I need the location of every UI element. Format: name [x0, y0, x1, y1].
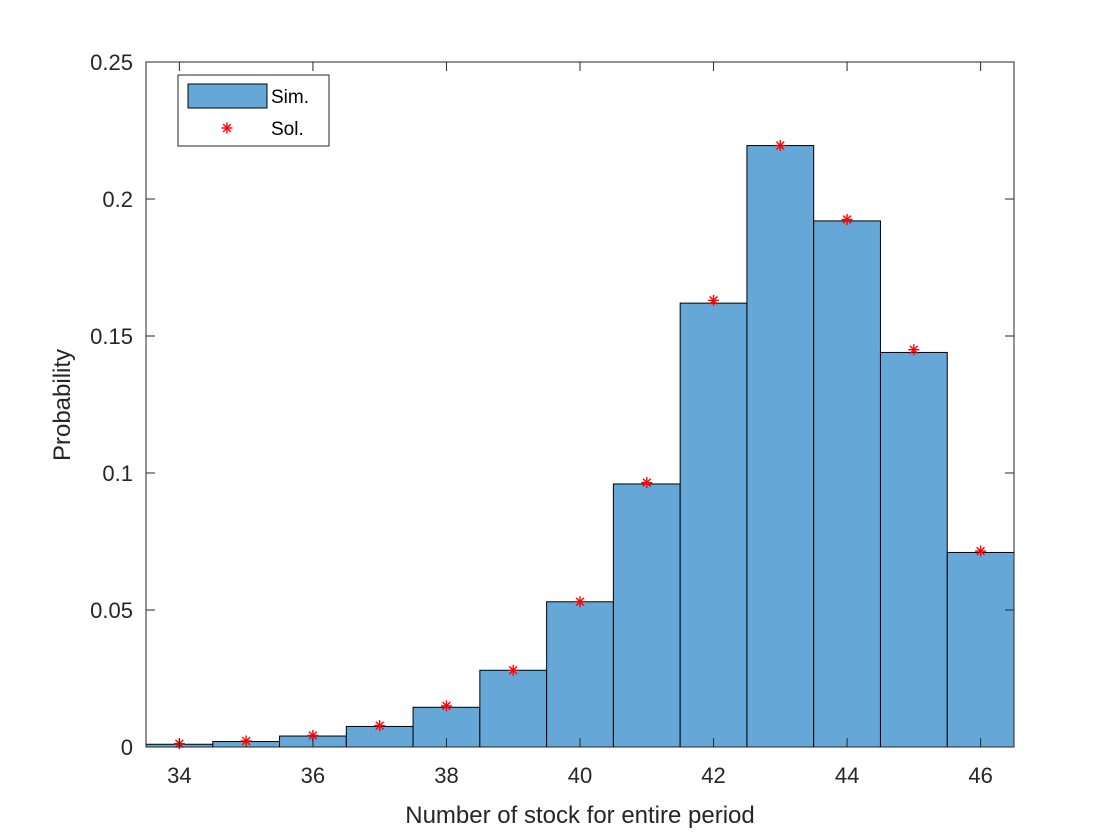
x-tick-label-34: 34: [167, 763, 191, 788]
marker-45: [908, 344, 920, 356]
y-tick-label-0.05: 0.05: [90, 598, 133, 623]
marker-39: [507, 664, 519, 676]
x-tick-label-40: 40: [568, 763, 592, 788]
marker-38: [440, 700, 452, 712]
x-tick-label-38: 38: [434, 763, 458, 788]
legend-label-sim: Sim.: [271, 87, 309, 108]
bar-46: [946, 551, 1015, 748]
x-tick-label-44: 44: [835, 763, 859, 788]
legend-asterisk-sol: [221, 122, 233, 134]
bar-43: [746, 145, 815, 748]
x-tick-label-42: 42: [701, 763, 725, 788]
legend-swatch-sim: [187, 83, 268, 109]
marker-37: [374, 720, 386, 732]
marker-41: [641, 477, 653, 489]
y-tick-label-0.1: 0.1: [102, 461, 133, 486]
y-tick-label-0.2: 0.2: [102, 187, 133, 212]
ticks-layer: 34 36 38 40 42 44 46 0 0.05 0.1 0.15 0.2 0.25: [90, 50, 1014, 788]
marker-42: [708, 294, 720, 306]
y-tick-label-0.25: 0.25: [90, 50, 133, 75]
bar-41: [612, 483, 681, 748]
x-tick-label-36: 36: [301, 763, 325, 788]
marker-43: [774, 140, 786, 152]
y-tick-label-0.15: 0.15: [90, 324, 133, 349]
marker-35: [240, 735, 252, 747]
y-axis-label: Probability: [49, 349, 76, 461]
marker-44: [841, 214, 853, 226]
bar-39: [479, 669, 548, 748]
x-axis-label: Number of stock for entire period: [405, 802, 755, 829]
legend: Sim. Sol.: [177, 74, 330, 147]
bar-45: [879, 351, 948, 748]
bar-40: [546, 601, 614, 748]
marker-46: [975, 545, 987, 557]
legend-marker-sol: [221, 122, 233, 134]
marker-40: [574, 596, 586, 608]
y-tick-label-0: 0: [121, 735, 133, 760]
x-tick-label-46: 46: [968, 763, 992, 788]
legend-label-sol: Sol.: [271, 119, 304, 140]
bars-layer: [145, 145, 1015, 748]
bar-44: [813, 220, 881, 748]
bar-42: [679, 302, 748, 748]
